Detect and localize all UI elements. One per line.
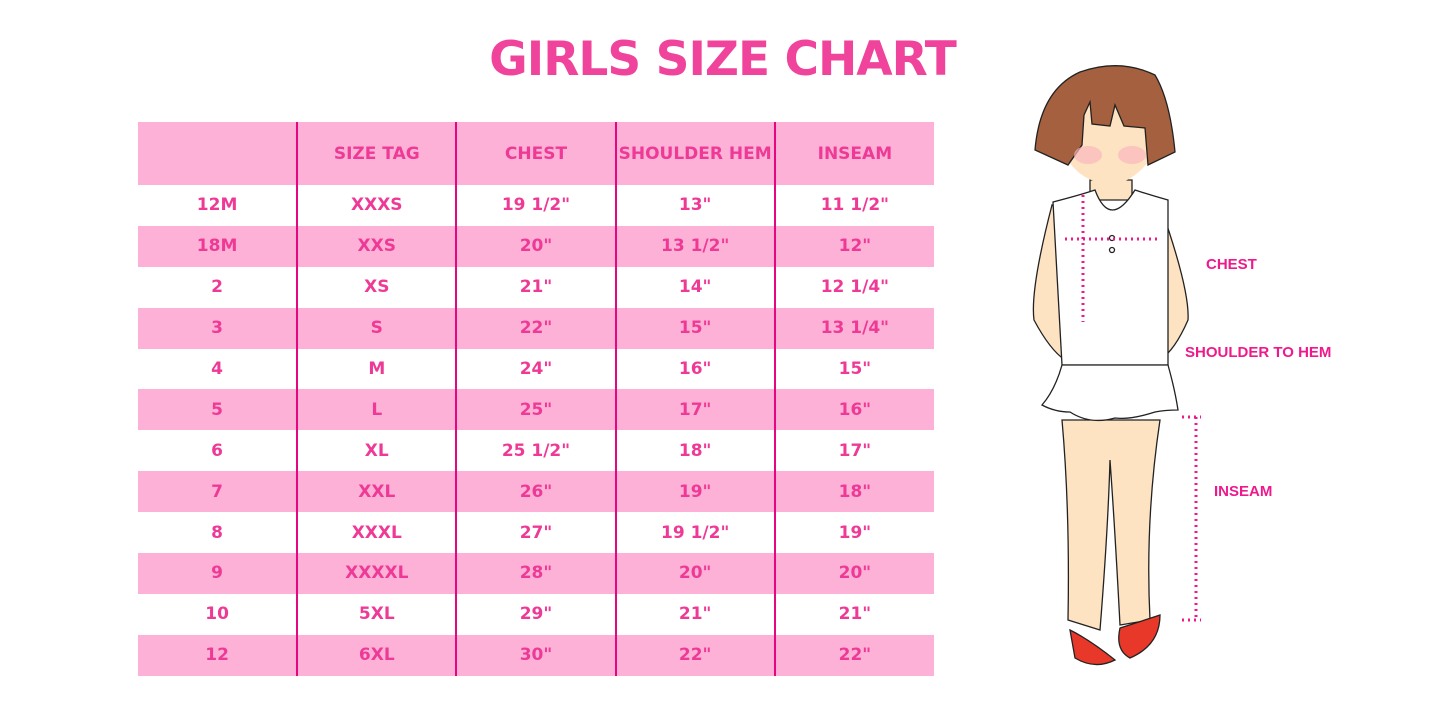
table-cell: XXXXL (296, 553, 457, 594)
left-shoe (1069, 628, 1117, 666)
table-cell: 21" (614, 593, 775, 635)
table-cell: XXL (296, 471, 457, 513)
table-row: 6 XL 25 1/2" 18" 17" (138, 430, 934, 472)
table-cell: XS (296, 266, 457, 308)
table-row: 10 5XL 29" 21" 21" (138, 593, 934, 635)
table-cell: 21" (455, 266, 616, 308)
table-cell: 29" (455, 593, 616, 635)
chest-label: CHEST (1206, 256, 1257, 273)
table-cell: XXS (296, 225, 457, 267)
shoulder-to-hem-label: SHOULDER TO HEM (1185, 344, 1332, 361)
table-header-row: SIZE TAG CHEST SHOULDER HEM INSEAM (138, 122, 934, 185)
table-cell: 13" (614, 185, 775, 226)
column-header: SIZE TAG (296, 122, 457, 185)
table-cell: 22" (614, 634, 775, 676)
table-cell: 2 (211, 277, 224, 298)
table-row: 4 M 24" 16" 15" (138, 348, 934, 390)
table-row: 2 XS 21" 14" 12 1/4" (138, 266, 934, 308)
table-row: 9 XXXXL 28" 20" 20" (138, 553, 934, 594)
table-cell: 12" (773, 225, 934, 267)
table-cell: 28" (455, 553, 616, 594)
table-row: 3 S 22" 15" 13 1/4" (138, 307, 934, 349)
table-cell: 21" (773, 593, 934, 635)
column-header: INSEAM (773, 122, 934, 185)
table-cell: 19" (614, 471, 775, 513)
hair (1034, 65, 1176, 166)
table-row: 12 6XL 30" 22" 22" (138, 634, 934, 676)
table-cell: 18M (138, 225, 298, 267)
shirt (1052, 189, 1169, 366)
table-cell: 22" (773, 634, 934, 676)
table-cell: 10 (205, 604, 229, 625)
table-cell: 15" (773, 348, 934, 390)
table-cell: 27" (455, 512, 616, 554)
table-cell: 6 (211, 440, 224, 461)
size-chart-table: SIZE TAG CHEST SHOULDER HEM INSEAM 12M XXXS 1… (138, 122, 934, 676)
table-cell: 30" (455, 634, 616, 676)
table-cell: 9 (138, 553, 298, 594)
table-cell: 20" (773, 553, 934, 594)
table-cell: XXXS (296, 185, 457, 226)
table-cell: 19 1/2" (455, 185, 616, 226)
table-cell: 17" (773, 430, 934, 472)
table-row: 7 XXL 26" 19" 18" (138, 471, 934, 513)
table-cell: 16" (614, 348, 775, 390)
table-cell: 13 1/4" (773, 307, 934, 349)
table-cell: 11 1/2" (773, 185, 934, 226)
page-title: GIRLS SIZE CHART (489, 32, 957, 87)
table-cell: 19" (773, 512, 934, 554)
table-cell: 24" (455, 348, 616, 390)
table-cell: 20" (614, 553, 775, 594)
table-cell: XL (296, 430, 457, 472)
girl-illustration (1032, 65, 1201, 666)
inseam-label: INSEAM (1214, 483, 1273, 500)
table-row: 5 L 25" 17" 16" (138, 389, 934, 431)
table-cell: 12 1/4" (773, 266, 934, 308)
table-cell: 14" (614, 266, 775, 308)
table-cell: 5XL (296, 593, 457, 635)
table-cell: 12M (196, 195, 238, 216)
table-cell: 20" (455, 225, 616, 267)
table-cell: 25 1/2" (455, 430, 616, 472)
table-cell: 4 (211, 359, 224, 379)
table-cell: 5 (138, 389, 298, 431)
column-header (138, 122, 298, 185)
column-header: SHOULDER HEM (614, 122, 775, 185)
table-cell: 25" (455, 389, 616, 431)
table-cell: L (296, 389, 457, 431)
table-cell: 17" (614, 389, 775, 431)
table-cell: 18" (614, 430, 775, 472)
table-cell: 15" (614, 307, 775, 349)
table-cell: 6XL (296, 634, 457, 676)
table-cell: 8 (211, 522, 224, 543)
table-row: 12M XXXS 19 1/2" 13" 11 1/2" (138, 185, 934, 226)
legs (1061, 419, 1161, 631)
table-cell: 26" (455, 471, 616, 513)
column-header: CHEST (455, 122, 616, 185)
table-cell: 12 (138, 634, 298, 676)
skirt (1040, 364, 1179, 422)
table-cell: XXXL (296, 512, 457, 554)
table-cell: 18" (773, 471, 934, 513)
table-row: 8 XXXL 27" 19 1/2" 19" (138, 512, 934, 554)
table-cell: M (296, 348, 457, 390)
table-cell: 19 1/2" (614, 512, 775, 554)
table-cell: 13 1/2" (614, 225, 775, 267)
table-cell: 3 (138, 307, 298, 349)
table-cell: 7 (138, 471, 298, 513)
table-cell: 22" (455, 307, 616, 349)
table-cell: S (296, 307, 457, 349)
table-row: 18M XXS 20" 13 1/2" 12" (138, 225, 934, 267)
right-shoe (1118, 614, 1161, 659)
table-cell: 16" (773, 389, 934, 431)
